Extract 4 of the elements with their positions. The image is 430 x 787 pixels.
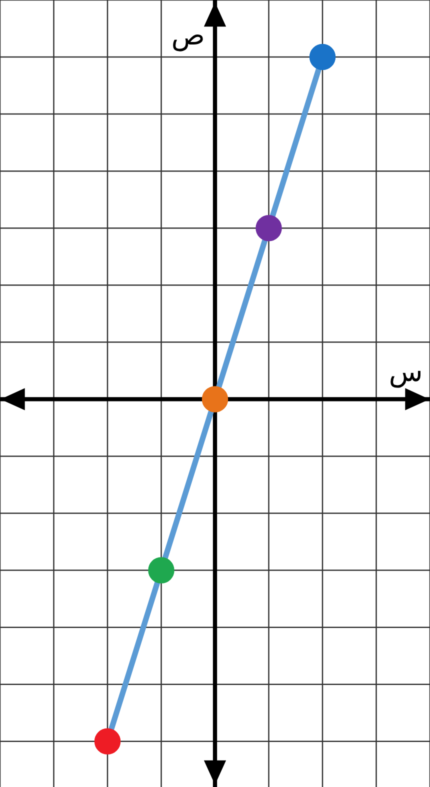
- y-axis-title: ص: [173, 34, 203, 52]
- point: [94, 728, 121, 754]
- point: [202, 386, 228, 412]
- x-axis-title: س: [390, 370, 420, 388]
